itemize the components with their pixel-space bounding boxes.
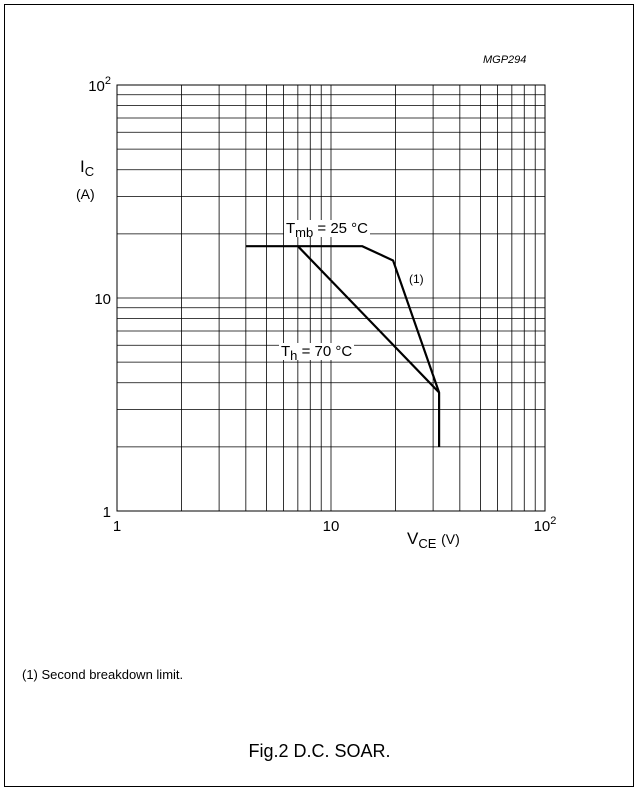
y-tick-label: 10: [94, 291, 111, 308]
y-tick-label: 1: [103, 504, 111, 521]
series-label-tmb-rest: = 25 °C: [313, 220, 369, 237]
series-line-1: [297, 245, 440, 394]
x-tick-label: 10: [323, 518, 340, 535]
figure-frame: [4, 4, 634, 787]
series-label-th: Th = 70 °C: [279, 343, 355, 363]
y-axis-unit: (A): [76, 186, 95, 202]
series-label-th-sub: h: [290, 348, 298, 363]
footnote: (1) Second breakdown limit.: [22, 667, 184, 682]
x-axis-label: VCE (V): [407, 529, 460, 551]
series-label-th-main: T: [281, 343, 291, 360]
y-axis-label-main: I: [80, 157, 85, 176]
x-axis-label-sub: CE: [418, 536, 437, 551]
series-label-tmb: Tmb = 25 °C: [284, 220, 371, 240]
series-line-0: [245, 245, 441, 447]
figure-caption: Fig.2 D.C. SOAR.: [248, 741, 391, 761]
series-label-tmb-sub: mb: [295, 225, 314, 240]
y-tick-label: 102: [88, 75, 111, 95]
x-tick-label: 1: [113, 518, 121, 535]
series-label-th-rest: = 70 °C: [297, 343, 353, 360]
series-label-tmb-main: T: [286, 220, 296, 237]
plot-border: [116, 84, 546, 512]
x-axis-label-main: V: [407, 529, 419, 548]
y-axis-label-sub: C: [84, 164, 95, 179]
annotation-1: (1): [409, 272, 424, 286]
x-tick-label: 102: [534, 515, 557, 535]
y-axis-label: IC: [80, 157, 95, 179]
x-axis-unit: (V): [441, 531, 460, 547]
figure-code: MGP294: [483, 54, 527, 66]
soar-chart: 1 10 102 1 10 102: [88, 75, 557, 535]
